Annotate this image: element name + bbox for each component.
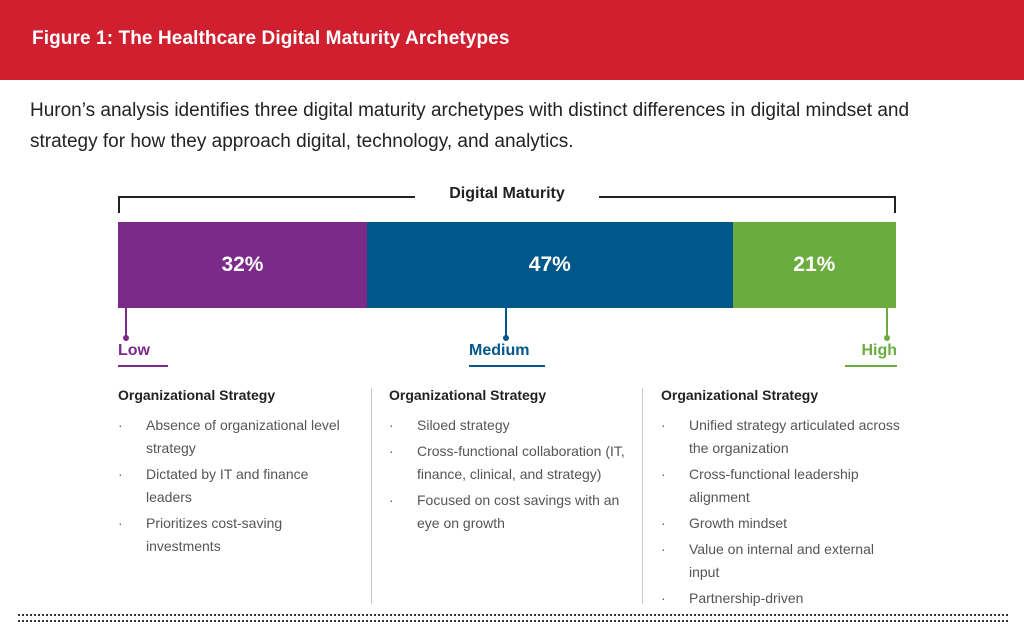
strategy-list: · Unified strategy articulated across the…	[661, 414, 901, 610]
bullet-icon: ·	[389, 417, 394, 433]
strategy-column-low: Organizational Strategy · Absence of organ…	[118, 387, 358, 561]
list-item-text: Prioritizes cost-saving investments	[146, 515, 283, 554]
marker-line-high	[886, 308, 888, 338]
list-item: · Cross-functional leadership alignment	[661, 463, 901, 509]
list-item-text: Growth mindset	[689, 515, 788, 531]
bar-label-medium: 47%	[528, 253, 571, 276]
strategy-list: · Siloed strategy · Cross-functional collab…	[389, 414, 629, 535]
list-item: · Value on internal and external input	[661, 538, 901, 584]
marker-dot-medium	[503, 335, 509, 341]
strategy-column-high: Organizational Strategy · Unified strategy…	[661, 387, 901, 613]
list-item: · Dictated by IT and finance leaders	[118, 463, 358, 509]
column-heading: Organizational Strategy	[661, 387, 819, 403]
list-item: · Focused on cost savings with an eye on …	[389, 489, 629, 535]
marker-line-medium	[505, 308, 507, 338]
bullet-icon: ·	[661, 515, 666, 531]
list-item-text: Partnership-driven	[689, 590, 804, 606]
list-item-text: Absence of organizational level strategy	[146, 417, 340, 456]
column-divider	[371, 388, 372, 604]
bullet-icon: ·	[661, 466, 666, 482]
list-item-text: Unified strategy articulated across the …	[689, 417, 900, 456]
level-label-low: Low	[118, 342, 150, 359]
marker-dot-high	[884, 335, 890, 341]
marker-line-low	[125, 308, 127, 338]
bullet-icon: ·	[118, 466, 123, 482]
level-underline-high	[845, 365, 897, 367]
chart-title-wrap: Digital Maturity	[0, 185, 1024, 203]
level-underline-medium	[469, 365, 545, 367]
column-divider	[642, 388, 643, 604]
marker-dot-low	[123, 335, 129, 341]
level-label-medium: Medium	[469, 342, 530, 359]
bar-label-low: 32%	[221, 253, 264, 276]
dotted-rule	[18, 614, 1008, 616]
list-item: · Cross-functional collaboration (IT, fin…	[389, 440, 629, 486]
bar-segment-low: 32%	[118, 222, 367, 308]
list-item: · Absence of organizational level strateg…	[118, 414, 358, 460]
bullet-icon: ·	[661, 417, 666, 433]
list-item-text: Value on internal and external input	[689, 541, 874, 580]
list-item: · Prioritizes cost-saving investments	[118, 512, 358, 558]
intro-text: Huron’s analysis identifies three digita…	[30, 100, 910, 152]
bullet-icon: ·	[118, 515, 123, 531]
maturity-scale-bracket	[118, 196, 896, 213]
list-item-text: Dictated by IT and finance leaders	[146, 466, 309, 505]
list-item: · Partnership-driven	[661, 587, 901, 610]
strategy-list: · Absence of organizational level strateg…	[118, 414, 358, 558]
list-item-text: Siloed strategy	[417, 417, 510, 433]
column-heading: Organizational Strategy	[389, 387, 547, 403]
list-item-text: Cross-functional leadership alignment	[689, 466, 859, 505]
bullet-icon: ·	[661, 541, 666, 557]
list-item: · Growth mindset	[661, 512, 901, 535]
bullet-icon: ·	[389, 492, 394, 508]
bullet-icon: ·	[118, 417, 123, 433]
level-label-high: High	[861, 342, 897, 359]
chart-title: Digital Maturity	[449, 185, 565, 202]
bar-segment-high: 21%	[732, 222, 896, 308]
strategy-column-medium: Organizational Strategy · Siloed strategy ·…	[389, 387, 629, 538]
list-item: · Unified strategy articulated across the…	[661, 414, 901, 460]
bullet-icon: ·	[661, 590, 666, 606]
bullet-icon: ·	[389, 443, 394, 459]
bar-segment-medium: 47%	[366, 222, 733, 308]
list-item-text: Focused on cost savings with an eye on g…	[417, 492, 620, 531]
column-heading: Organizational Strategy	[118, 387, 276, 403]
level-underline-low	[118, 365, 168, 367]
list-item-text: Cross-functional collaboration (IT, fina…	[417, 443, 625, 482]
bracket-line-left	[120, 196, 415, 198]
stacked-bar: 32% 47% 21%	[118, 222, 896, 308]
figure-title: Figure 1: The Healthcare Digital Maturit…	[32, 28, 510, 49]
list-item: · Siloed strategy	[389, 414, 629, 437]
bar-label-high: 21%	[793, 253, 836, 276]
figure-banner: Figure 1: The Healthcare Digital Maturit…	[0, 0, 1024, 80]
bracket-line-right	[599, 196, 894, 198]
dotted-rule	[18, 620, 1008, 622]
